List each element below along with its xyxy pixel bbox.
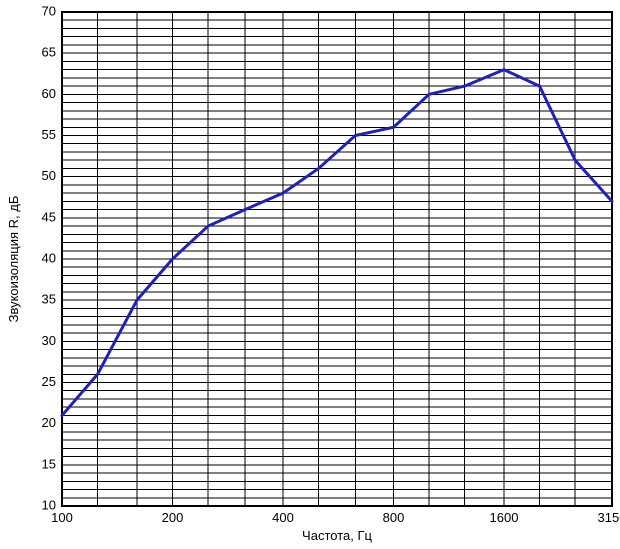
svg-text:40: 40 [42,250,56,265]
svg-text:15: 15 [42,456,56,471]
svg-text:Частота, Гц: Частота, Гц [302,528,372,543]
svg-text:Звукоизоляция R, дБ: Звукоизоляция R, дБ [6,196,21,323]
svg-text:50: 50 [42,168,56,183]
svg-text:25: 25 [42,374,56,389]
svg-text:55: 55 [42,127,56,142]
svg-text:35: 35 [42,292,56,307]
svg-text:1600: 1600 [490,510,519,525]
svg-text:60: 60 [42,86,56,101]
svg-text:3150: 3150 [598,510,620,525]
svg-text:200: 200 [162,510,184,525]
chart-container: 1015202530354045505560657010020040080016… [0,0,620,549]
svg-text:30: 30 [42,333,56,348]
svg-text:400: 400 [272,510,294,525]
svg-text:100: 100 [51,510,73,525]
svg-text:65: 65 [42,45,56,60]
chart-svg: 1015202530354045505560657010020040080016… [0,0,620,549]
svg-text:45: 45 [42,209,56,224]
svg-text:800: 800 [383,510,405,525]
svg-text:20: 20 [42,415,56,430]
svg-text:70: 70 [42,3,56,18]
